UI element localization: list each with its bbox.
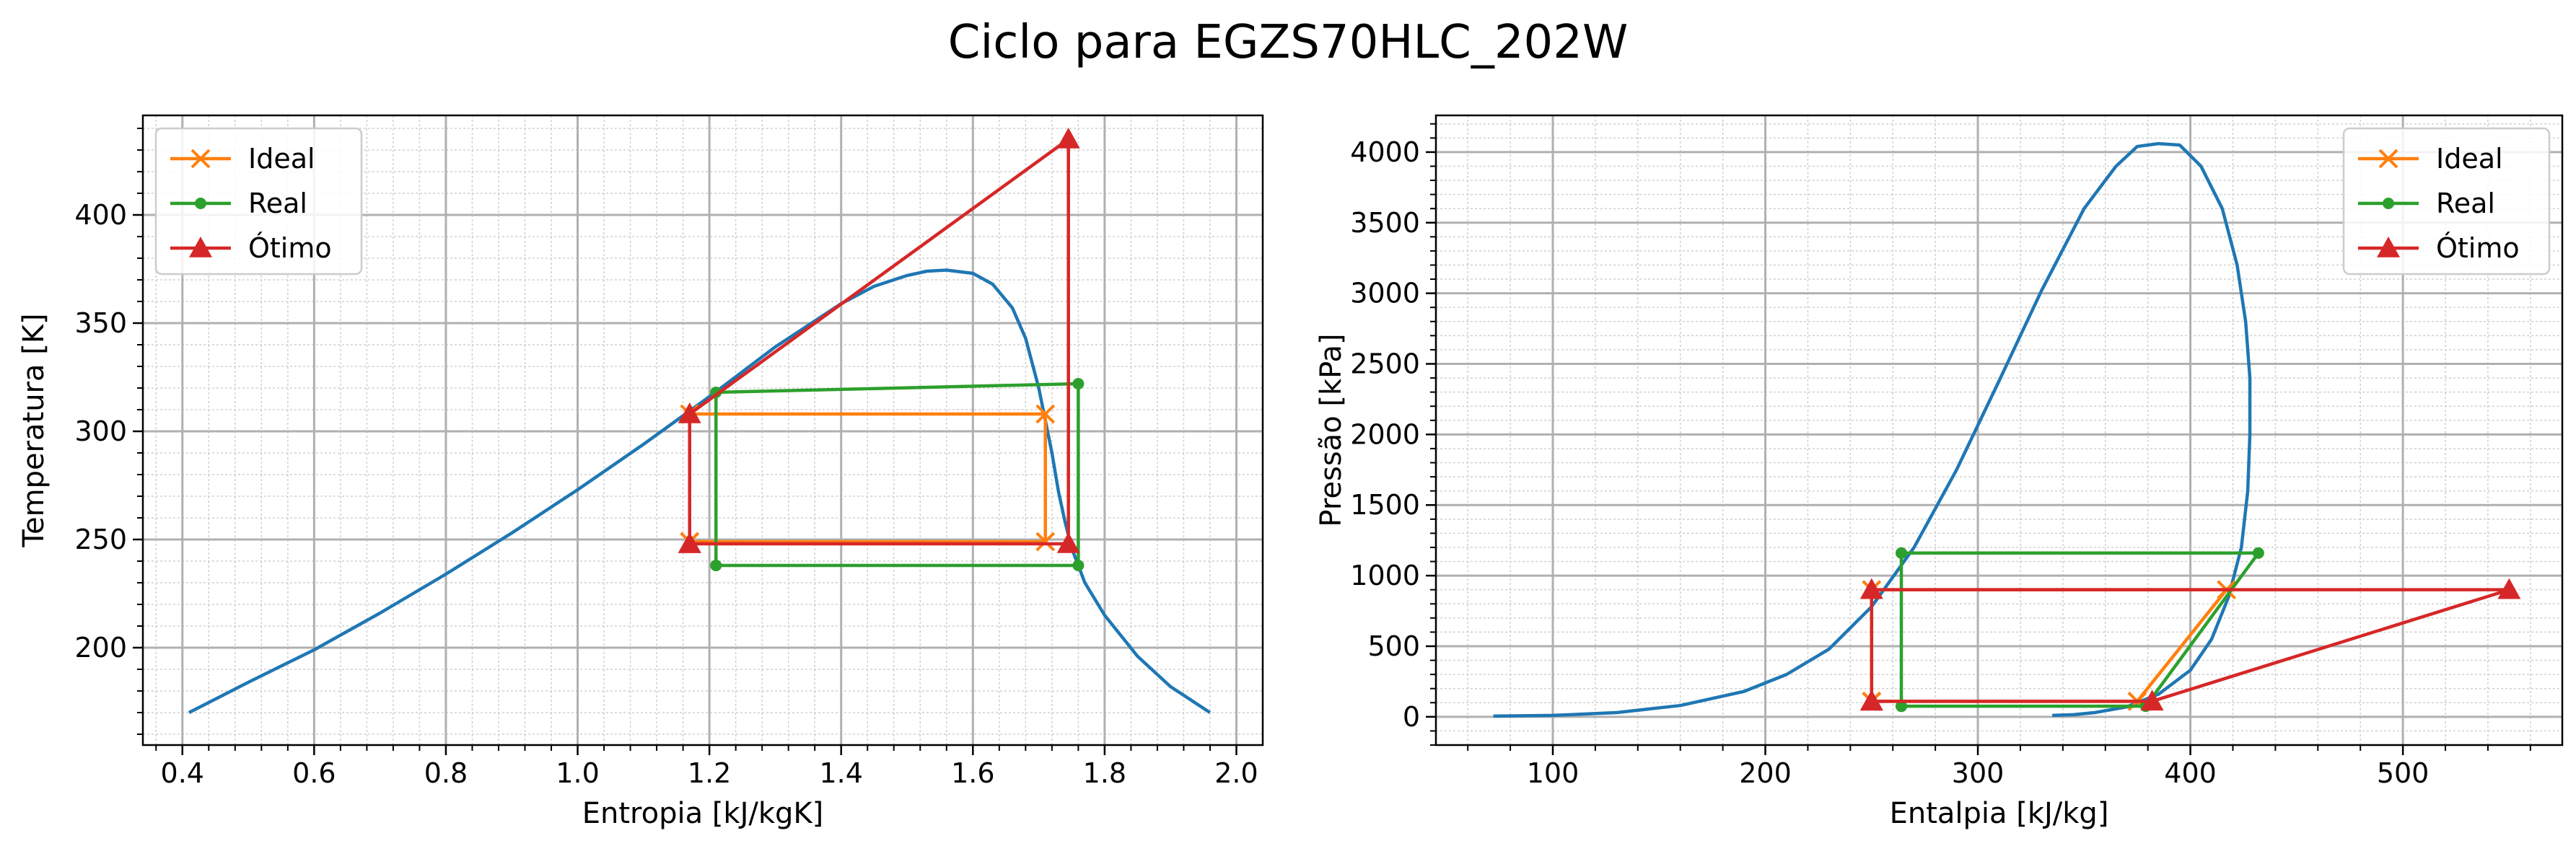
series-point-otimo (2497, 578, 2521, 599)
y-tick-label: 4000 (1350, 136, 1420, 168)
y-tick-label: 3000 (1350, 278, 1420, 309)
chart-panel-1: 0.4 0.6 0.8 1.0 1.2 1.4 1.6 1.8 2.0 200 250 300 350 4… (17, 114, 1264, 830)
x-tick-label: 0.4 (161, 757, 204, 789)
plot-area (1493, 141, 2521, 718)
y-axis-label: Temperatura [K] (17, 313, 51, 547)
series-point-real (1072, 560, 1085, 571)
y-tick-label: 200 (74, 632, 127, 664)
x-tick-label: 0.6 (292, 757, 336, 789)
legend-label-ideal: Ideal (248, 143, 315, 175)
x-tick-label: 1.4 (819, 757, 862, 789)
series-point-real (710, 560, 722, 571)
axes-frame (1434, 114, 2564, 746)
series-point-otimo (2140, 690, 2164, 711)
y-tick-label: 400 (74, 199, 127, 231)
series-point-real (1072, 378, 1085, 389)
x-tick-label: 100 (1527, 757, 1580, 789)
legend-marker-otimo (189, 237, 212, 257)
legend-marker-otimo (2377, 237, 2400, 257)
legend: Ideal Real Ótimo (154, 127, 363, 276)
series-point-real (1896, 547, 1908, 559)
series-point-ideal (1035, 532, 1056, 552)
x-axis-label: Entropia [kJ/kgK] (582, 797, 824, 830)
saturation-dome-line (188, 268, 1212, 715)
y-tick-label: 2000 (1350, 418, 1420, 450)
saturation-dome-line (1493, 141, 2252, 718)
y-tick-label: 500 (1367, 630, 1420, 662)
y-tick-label: 0 (1403, 701, 1420, 733)
series-point-otimo (1859, 578, 1883, 599)
y-tick-label: 1500 (1350, 489, 1420, 521)
legend-marker-ideal (190, 149, 211, 169)
x-tick-label: 1.2 (688, 757, 731, 789)
legend-label-otimo: Ótimo (248, 232, 332, 264)
x-tick-label: 500 (2377, 757, 2430, 789)
y-tick-label: 3500 (1350, 207, 1420, 239)
series-point-real (1896, 700, 1908, 713)
y-tick-label: 350 (74, 307, 127, 339)
legend: Ideal Real Ótimo (2342, 127, 2551, 276)
legend-marker-real (195, 198, 206, 209)
series-point-otimo (1859, 690, 1883, 711)
x-tick-label: 1.6 (951, 757, 994, 789)
axes-frame (141, 114, 1264, 746)
y-tick-label: 300 (74, 415, 127, 447)
legend-marker-real (2383, 198, 2394, 209)
y-tick-label: 1000 (1350, 560, 1420, 591)
series-line-otimo (688, 137, 1070, 546)
legend-marker-ideal (2378, 149, 2398, 169)
series-point-real (2252, 547, 2264, 559)
series-point-otimo (678, 402, 701, 423)
figure-title: Ciclo para EGZS70HLC_202W (947, 16, 1629, 69)
x-tick-label: 400 (2164, 757, 2217, 789)
chart-panel-2: 100 200 300 400 500 0 500 1000 1500 2000 2500 3000 3… (1315, 114, 2564, 830)
y-tick-label: 2500 (1350, 348, 1420, 380)
x-axis-label: Entalpia [kJ/kg] (1890, 797, 2109, 830)
series-point-otimo (1056, 128, 1080, 149)
plot-area (188, 128, 1212, 715)
legend-label-otimo: Ótimo (2436, 232, 2520, 264)
x-tick-label: 1.0 (556, 757, 599, 789)
legend-label-real: Real (248, 188, 307, 219)
y-axis-label: Pressão [kPa] (1315, 333, 1348, 527)
legend-label-real: Real (2436, 188, 2495, 219)
x-tick-label: 0.8 (424, 757, 468, 789)
legend-label-ideal: Ideal (2436, 143, 2503, 175)
x-tick-label: 200 (1739, 757, 1792, 789)
series-point-otimo (1056, 532, 1080, 553)
x-tick-label: 300 (1952, 757, 2005, 789)
series-point-otimo (678, 532, 701, 553)
x-tick-label: 2.0 (1214, 757, 1258, 789)
x-tick-label: 1.8 (1083, 757, 1126, 789)
y-tick-label: 250 (74, 524, 127, 555)
series-point-ideal (1035, 404, 1056, 424)
